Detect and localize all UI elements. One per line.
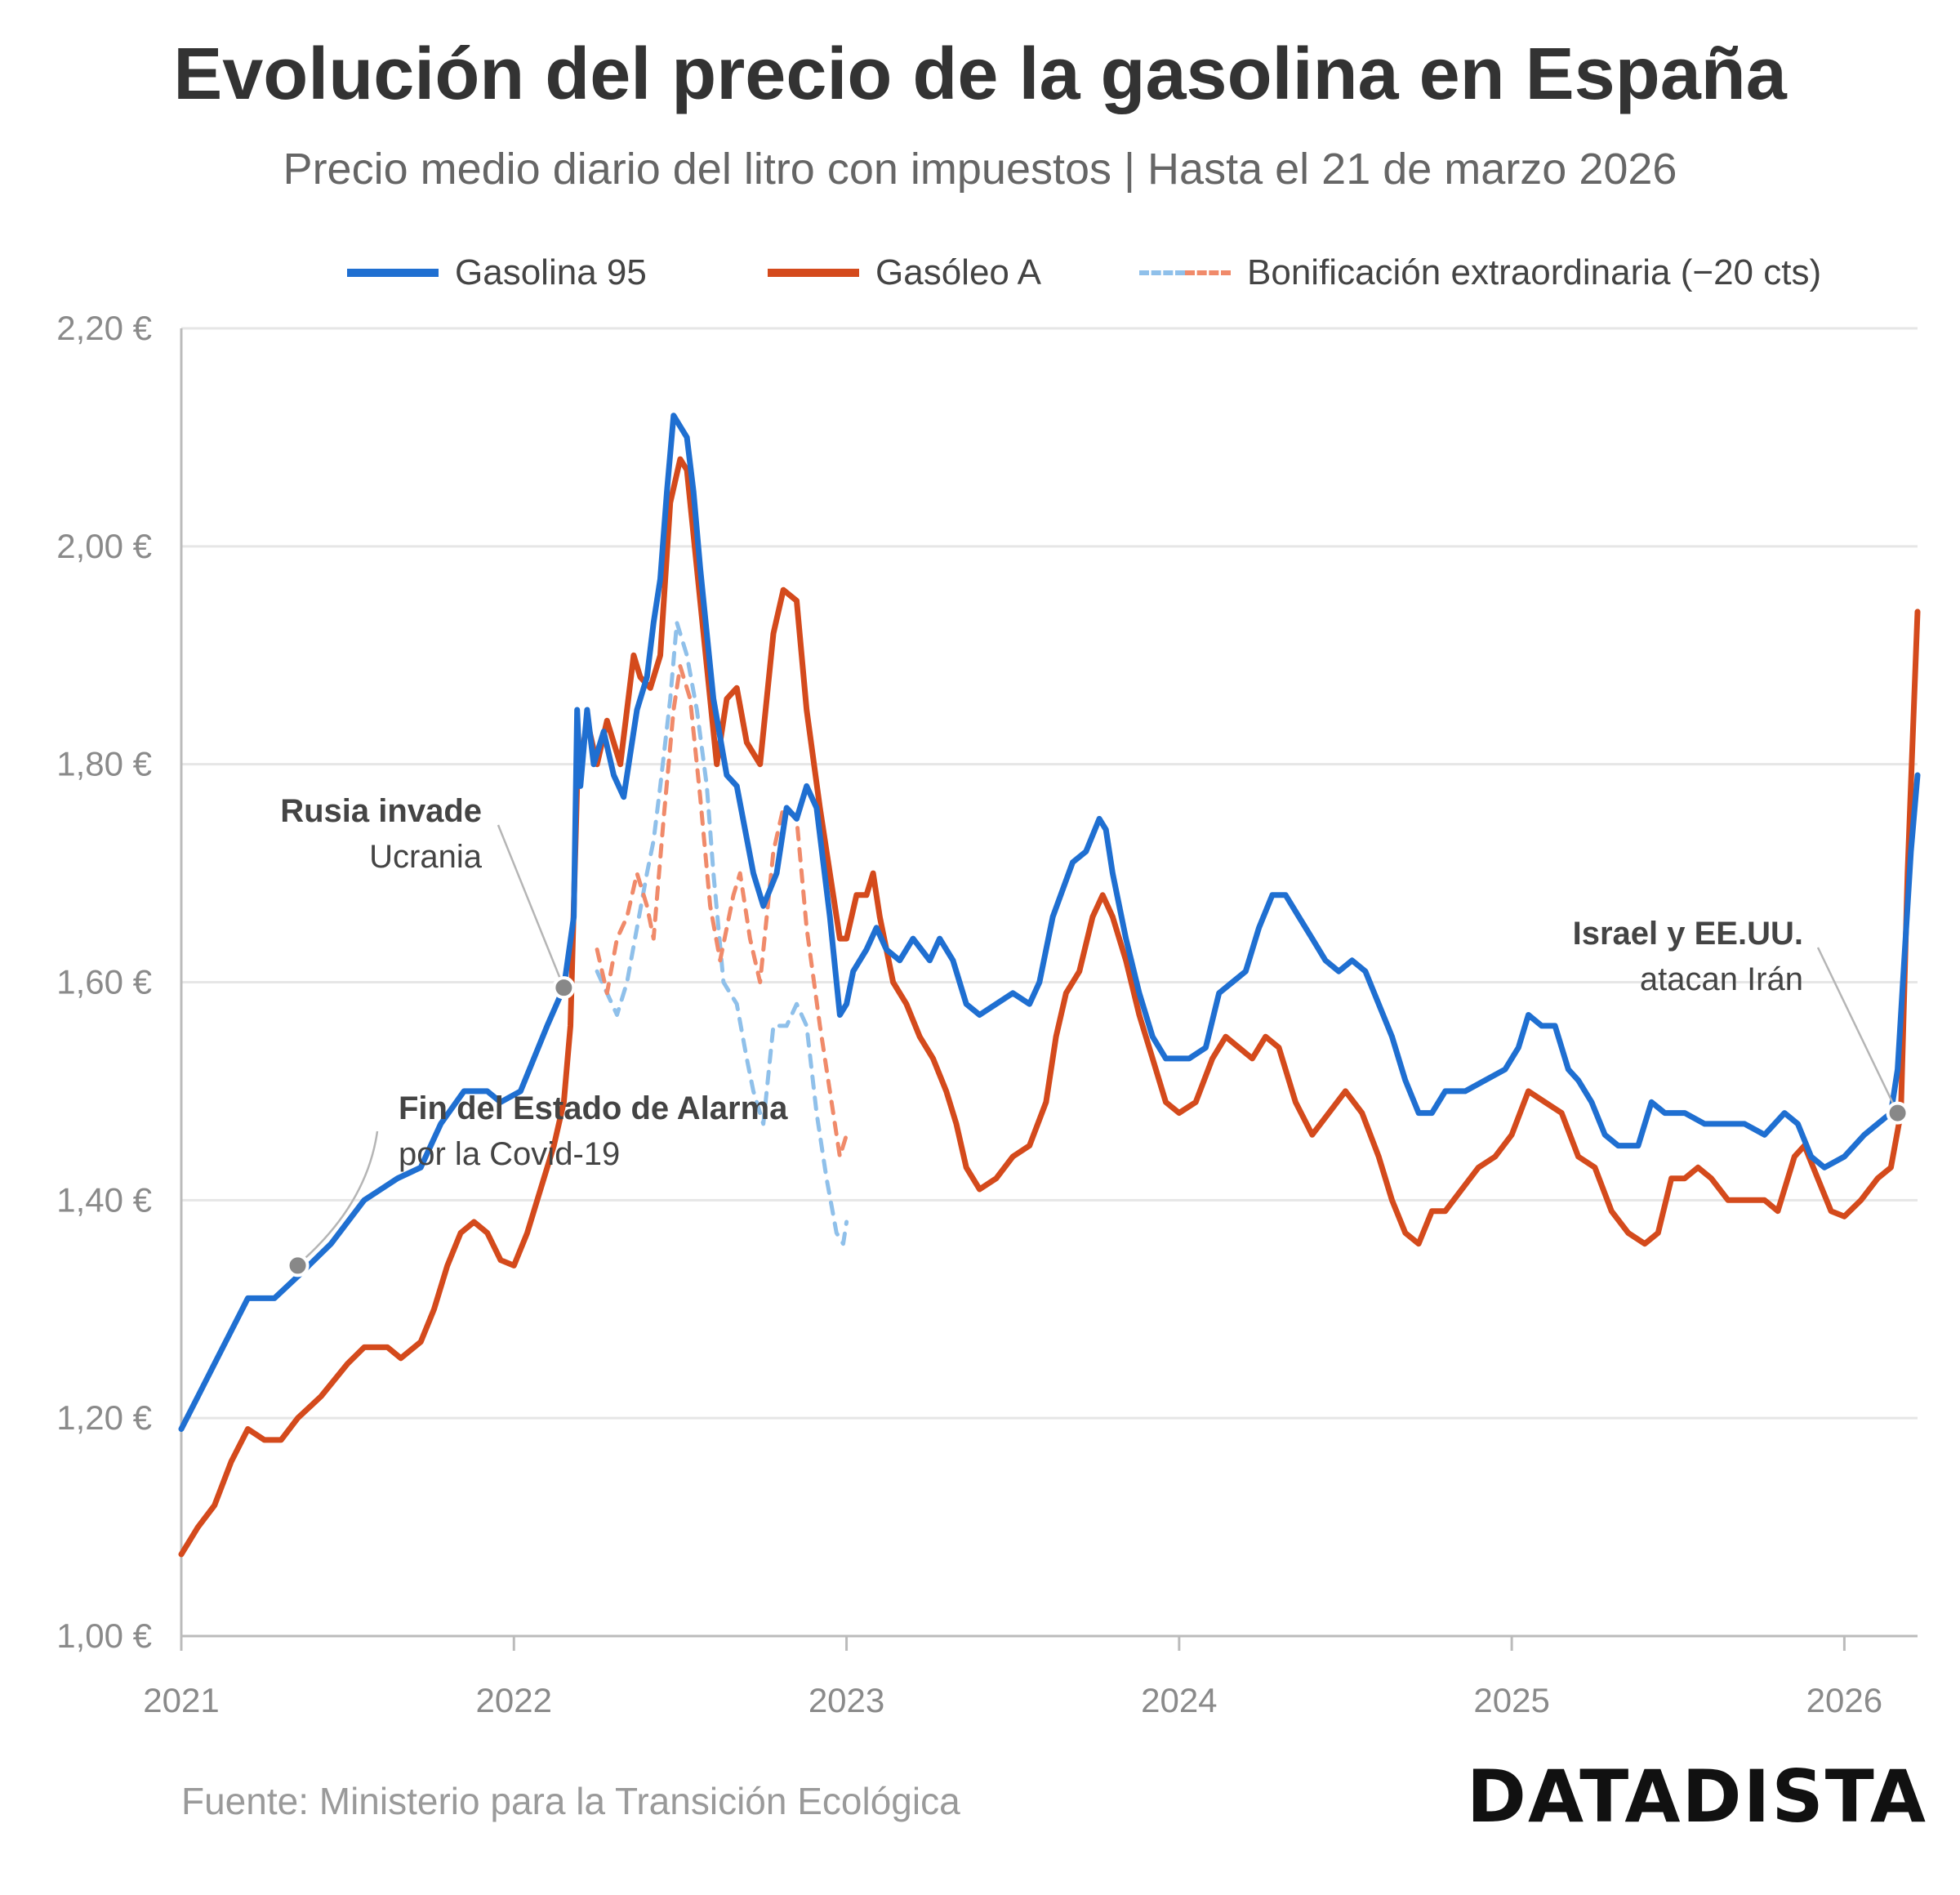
- x-tick-label: 2026: [1806, 1681, 1882, 1719]
- chart-title: Evolución del precio de la gasolina en E…: [173, 33, 1787, 115]
- x-tick-label: 2022: [476, 1681, 552, 1719]
- legend-label-gasoleoA: Gasóleo A: [875, 252, 1042, 292]
- gridlines: [181, 327, 1918, 1420]
- y-tick-label: 1,60 €: [56, 963, 152, 1001]
- annotation-label: por la Covid-19: [399, 1136, 620, 1172]
- series-line-gasolina95: [178, 412, 1921, 1432]
- annotation-marker: [552, 976, 576, 1000]
- annotation-label: Ucrania: [369, 839, 483, 875]
- annotation-connector: [305, 1130, 379, 1259]
- legend-swatch-bonificacion: [1139, 270, 1231, 275]
- legend-item-bonificacion: Bonificación extraordinaria (−20 cts): [1139, 248, 1821, 297]
- annotation-label: atacan Irán: [1640, 961, 1803, 997]
- source-note: Fuente: Ministerio para la Transición Ec…: [181, 1780, 960, 1822]
- series-line-bonificacion-gasolina95: [595, 620, 849, 1246]
- y-axis: 1,00 € 1,20 € 1,40 € 1,60 € 1,80 € 2,00 € 2,20…: [56, 309, 183, 1655]
- series-line-gasoleoA: [178, 456, 1921, 1558]
- series-lines: [178, 412, 1921, 1558]
- annotation-label: Rusia invade: [280, 793, 482, 829]
- annotation-connector: [1816, 947, 1899, 1114]
- x-tick-label: 2023: [808, 1681, 884, 1719]
- annotation-connector: [497, 824, 565, 988]
- legend-swatch-gasoleoA: [768, 269, 859, 277]
- series-line-bonificacion-gasoleoA: [595, 664, 849, 1159]
- y-tick-label: 1,80 €: [56, 745, 152, 783]
- annotations: Fin del Estado de Alarma por la Covid-19 R…: [280, 793, 1909, 1277]
- legend-swatch-gasolina95: [347, 269, 439, 277]
- legend-label-gasolina95: Gasolina 95: [455, 252, 647, 292]
- x-tick-label: 2021: [143, 1681, 219, 1719]
- y-tick-label: 2,20 €: [56, 309, 152, 347]
- annotation-label: Israel y EE.UU.: [1573, 916, 1803, 952]
- annotation-label: Fin del Estado de Alarma: [399, 1090, 788, 1126]
- annotation-marker: [286, 1254, 310, 1277]
- brand-logo: DATADISTA: [1466, 1755, 1927, 1839]
- legend-item-gasolina95: Gasolina 95: [347, 248, 647, 297]
- legend: Gasolina 95 Gasóleo A Bonificación extra…: [0, 248, 1960, 297]
- y-tick-label: 1,40 €: [56, 1180, 152, 1219]
- legend-label-bonificacion: Bonificación extraordinaria (−20 cts): [1247, 252, 1822, 292]
- y-tick-label: 1,20 €: [56, 1398, 152, 1437]
- x-tick-label: 2025: [1473, 1681, 1549, 1719]
- chart-subtitle: Precio medio diario del litro con impues…: [283, 145, 1677, 194]
- legend-item-gasoleoA: Gasóleo A: [768, 248, 1041, 297]
- y-tick-label: 1,00 €: [56, 1616, 152, 1655]
- y-tick-label: 2,00 €: [56, 527, 152, 565]
- annotation-marker: [1886, 1101, 1909, 1125]
- x-tick-label: 2024: [1141, 1681, 1217, 1719]
- x-axis: 2021 2022 2023 2024 2025 2026: [143, 1634, 1918, 1719]
